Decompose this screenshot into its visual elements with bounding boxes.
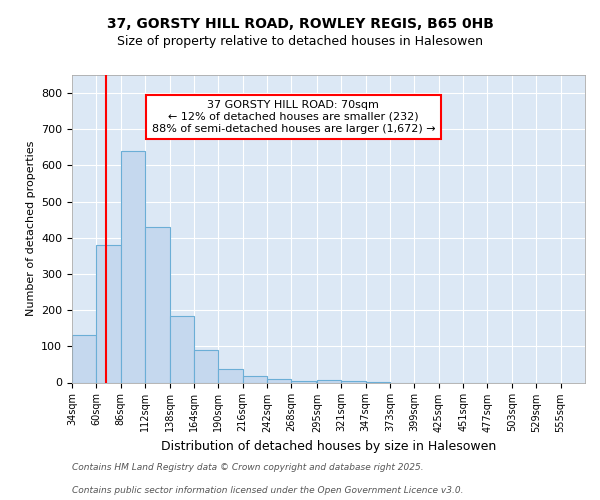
Bar — [317, 380, 341, 382]
Bar — [267, 379, 292, 382]
Text: 37, GORSTY HILL ROAD, ROWLEY REGIS, B65 0HB: 37, GORSTY HILL ROAD, ROWLEY REGIS, B65 … — [107, 18, 493, 32]
Bar — [194, 350, 218, 382]
Bar — [97, 245, 121, 382]
Bar — [218, 369, 242, 382]
Y-axis label: Number of detached properties: Number of detached properties — [26, 141, 35, 316]
Bar — [341, 380, 365, 382]
Bar — [145, 227, 170, 382]
Text: Contains public sector information licensed under the Open Government Licence v3: Contains public sector information licen… — [72, 486, 464, 495]
Bar — [292, 380, 316, 382]
Text: Contains HM Land Registry data © Crown copyright and database right 2025.: Contains HM Land Registry data © Crown c… — [72, 464, 424, 472]
X-axis label: Distribution of detached houses by size in Halesowen: Distribution of detached houses by size … — [161, 440, 496, 453]
Text: 37 GORSTY HILL ROAD: 70sqm
← 12% of detached houses are smaller (232)
88% of sem: 37 GORSTY HILL ROAD: 70sqm ← 12% of deta… — [152, 100, 435, 134]
Bar — [121, 151, 145, 382]
Bar — [72, 336, 97, 382]
Bar — [170, 316, 194, 382]
Text: Size of property relative to detached houses in Halesowen: Size of property relative to detached ho… — [117, 35, 483, 48]
Bar — [242, 376, 267, 382]
